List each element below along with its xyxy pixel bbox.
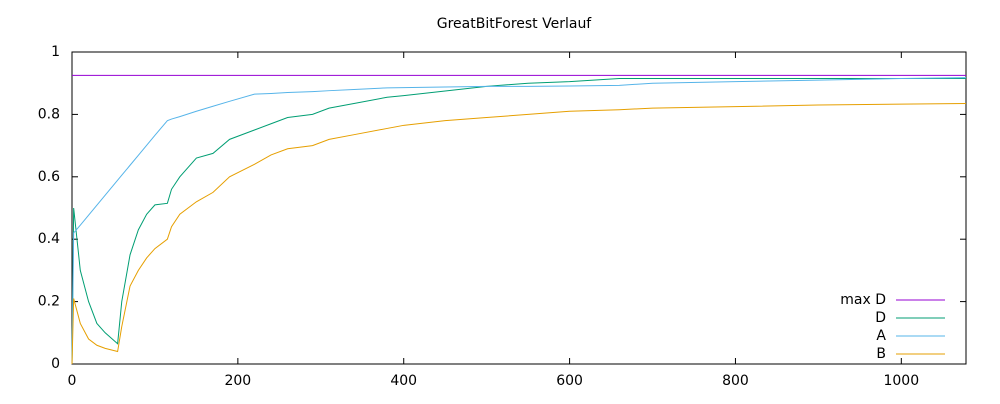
y-tick-label: 0.4 <box>38 231 60 247</box>
legend-label: B <box>876 346 886 362</box>
x-tick-label: 1000 <box>883 373 919 389</box>
series-line <box>71 77 967 365</box>
x-tick-label: 800 <box>722 373 749 389</box>
x-tick-label: 0 <box>68 373 77 389</box>
y-tick-label: 0 <box>51 356 60 372</box>
y-tick-label: 0.2 <box>38 294 60 310</box>
y-tick-label: 0.6 <box>38 169 60 185</box>
y-tick-label: 1 <box>51 44 60 60</box>
y-tick-label: 0.8 <box>38 106 60 122</box>
legend-label: A <box>876 328 886 344</box>
chart-title: GreatBitForest Verlauf <box>437 16 593 32</box>
legend-label: D <box>875 310 886 326</box>
series-line <box>71 78 966 365</box>
x-tick-label: 400 <box>390 373 417 389</box>
plot-border <box>71 51 967 365</box>
x-tick-label: 200 <box>224 373 251 389</box>
legend-label: max D <box>840 292 886 308</box>
series-line <box>71 102 967 365</box>
x-tick-label: 600 <box>556 373 583 389</box>
